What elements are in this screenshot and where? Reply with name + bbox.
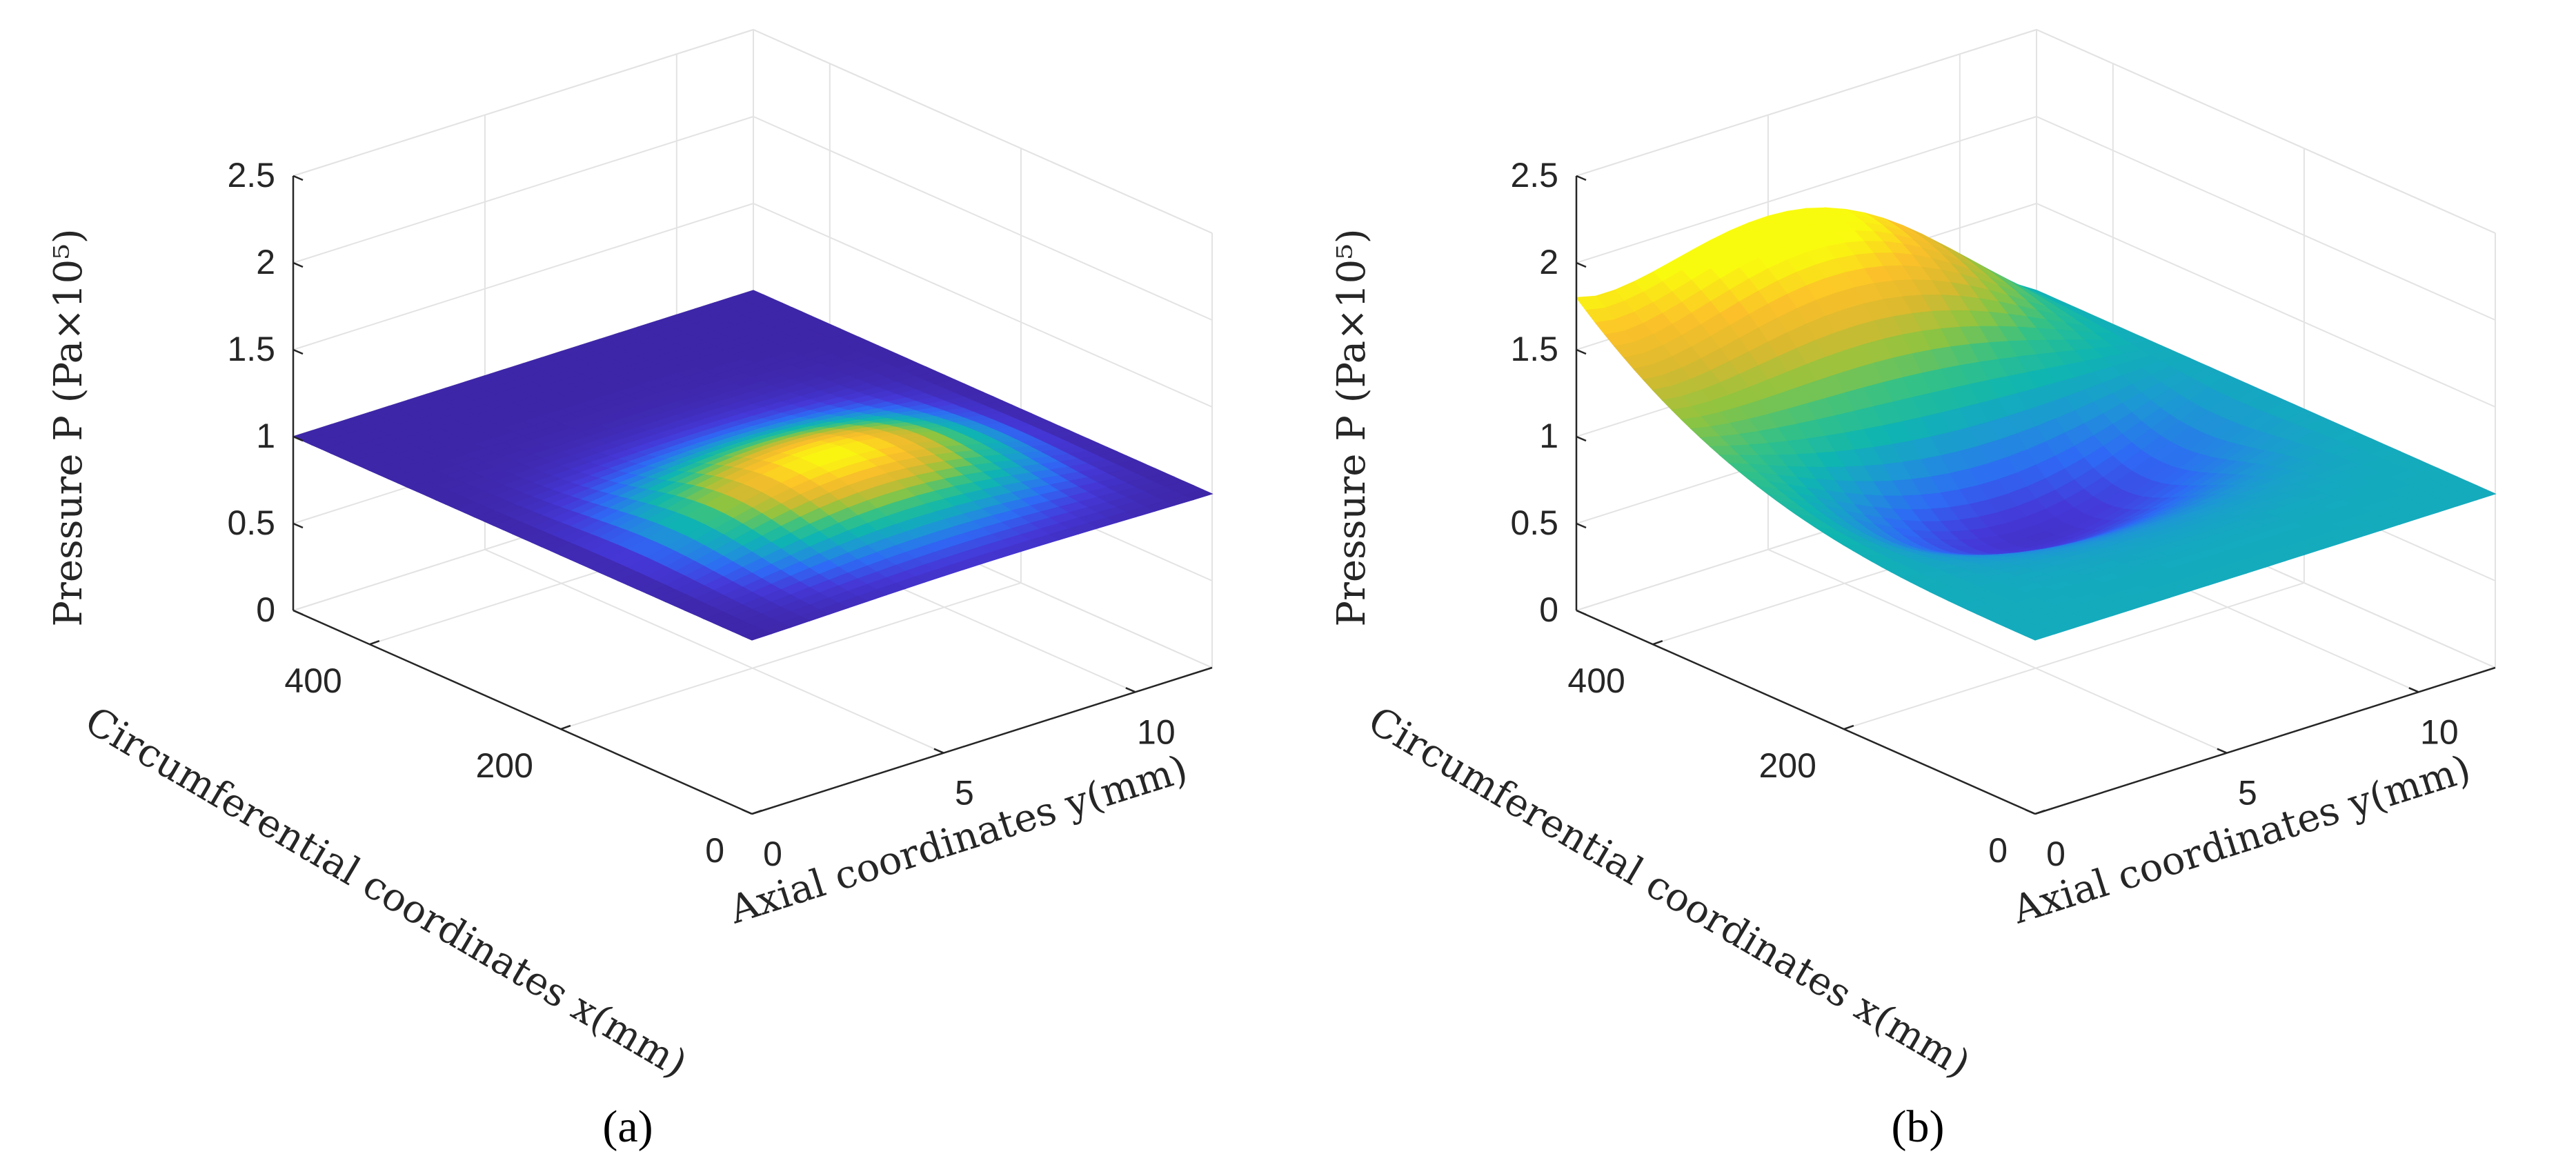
x-tick-label: 200 [475,746,533,785]
x-tick-label: 400 [1567,661,1625,700]
x-tick-label: 0 [705,831,724,870]
z-tick-label: 1.5 [1510,330,1558,368]
z-tick [293,175,304,181]
x-tick [2034,809,2045,815]
z-tick-label: 1 [1539,417,1558,455]
x-tick [1843,724,1854,730]
box-edge [1576,29,2037,177]
y-tick [2217,748,2228,754]
x-tick-label: 0 [1988,831,2008,870]
z-tick [1576,609,1587,616]
z-axis-label: Pressure P (Pa×10⁵) [1329,228,1374,626]
box-edge [753,29,1213,234]
z-tick [1576,261,1587,268]
z-tick-label: 1 [256,417,275,455]
y-tick-label: 5 [2238,774,2257,813]
surface-patch [741,628,773,641]
y-tick [742,808,753,815]
y-tick-label: 0 [2046,835,2065,873]
grid-line [560,582,1022,730]
x-tick-label: 400 [284,661,341,700]
z-tick [293,435,304,442]
y-tick-label: 10 [2420,712,2459,751]
z-axis-label: Pressure P (Pa×10⁵) [46,228,91,626]
z-tick [1576,435,1587,442]
z-tick [293,261,304,268]
y-tick [933,748,944,754]
z-tick-label: 0 [256,590,275,629]
x-tick-label: 200 [1758,746,1816,785]
z-tick-label: 2.5 [1510,156,1558,195]
z-tick [1576,348,1587,355]
z-tick-label: 0 [1539,590,1558,629]
z-tick [1576,175,1587,181]
z-tick-label: 0.5 [1510,504,1558,542]
x-tick [751,809,762,815]
z-tick-label: 2 [256,243,275,281]
pressure-surface [1575,207,2497,641]
z-tick-label: 0.5 [227,504,275,542]
y-tick-label: 5 [955,774,974,813]
z-tick-label: 2.5 [227,156,275,195]
x-tick [369,639,380,646]
z-tick [293,522,304,529]
surface-patch [2024,629,2056,641]
panel-a-label: (a) [602,1102,653,1152]
box-edge [293,29,754,177]
z-tick-label: 1.5 [227,330,275,368]
y-tick-label: 10 [1137,712,1176,751]
y-tick-label: 0 [763,835,782,873]
y-tick [2025,808,2036,815]
x-axis-label: Circumferential coordinates x(mm) [77,698,694,1086]
z-tick [293,609,304,616]
z-tick [1576,522,1587,529]
panel-b-label: (b) [1892,1102,1945,1152]
z-tick-label: 2 [1539,243,1558,281]
pressure-surface [292,290,1213,641]
x-axis-label: Circumferential coordinates x(mm) [1360,698,1977,1086]
box-edge [2036,29,2496,234]
z-tick [293,348,304,355]
y-tick [2408,687,2419,693]
x-tick [560,724,571,730]
x-tick [1652,639,1663,646]
grid-line [1843,582,2305,730]
y-tick [1125,687,1136,693]
